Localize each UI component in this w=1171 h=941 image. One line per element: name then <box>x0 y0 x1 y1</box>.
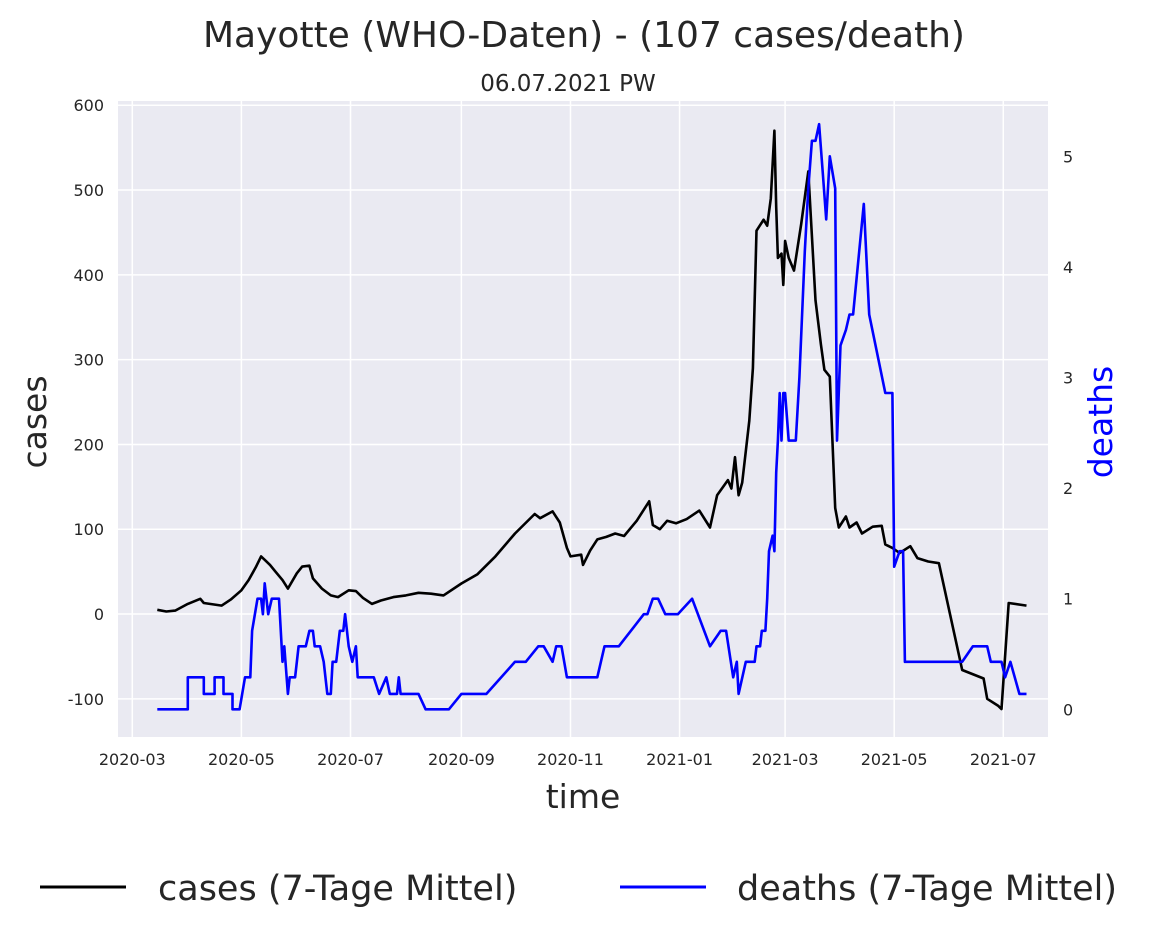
legend-label-cases: cases (7-Tage Mittel) <box>158 869 517 909</box>
right-y-axis-label: deaths <box>1081 366 1120 479</box>
left-y-tick-label: 0 <box>94 605 104 624</box>
x-tick-label: 2021-05 <box>861 750 928 769</box>
left-y-tick-label: 100 <box>73 520 104 539</box>
legend-label-deaths: deaths (7-Tage Mittel) <box>737 869 1117 909</box>
plot-area <box>118 101 1048 737</box>
right-y-tick-labels: 0 1 2 3 4 5 <box>1063 147 1073 719</box>
left-y-tick-labels: -100 0 100 200 300 400 500 600 <box>68 96 104 709</box>
deaths-line <box>157 122 1027 711</box>
left-y-tick-label: 300 <box>73 351 104 370</box>
x-tick-label: 2020-03 <box>99 750 166 769</box>
x-tick-label: 2020-11 <box>537 750 604 769</box>
chart-title: Mayotte (WHO-Daten) - (107 cases/death) <box>203 15 965 56</box>
cases-line <box>157 129 1027 711</box>
x-tick-label: 2021-03 <box>752 750 819 769</box>
right-y-tick-label: 5 <box>1063 147 1073 166</box>
legend: cases (7-Tage Mittel) deaths (7-Tage Mit… <box>40 869 1117 909</box>
x-tick-label: 2020-09 <box>428 750 495 769</box>
chart-subtitle: 06.07.2021 PW <box>480 71 656 97</box>
x-axis-label: time <box>546 777 621 816</box>
left-y-tick-label: 500 <box>73 181 104 200</box>
series-lines <box>157 122 1027 711</box>
right-y-tick-label: 3 <box>1063 369 1073 388</box>
left-y-tick-label: 600 <box>73 96 104 115</box>
x-tick-label: 2021-07 <box>970 750 1037 769</box>
left-y-tick-label: 400 <box>73 266 104 285</box>
left-y-tick-label: 200 <box>73 435 104 454</box>
x-tick-labels: 2020-03 2020-05 2020-07 2020-09 2020-11 2021-… <box>99 750 1037 769</box>
x-tick-label: 2020-07 <box>317 750 384 769</box>
right-y-tick-label: 2 <box>1063 479 1073 498</box>
right-y-tick-label: 0 <box>1063 700 1073 719</box>
left-y-tick-label: -100 <box>68 690 104 709</box>
right-y-tick-label: 1 <box>1063 590 1073 609</box>
x-tick-label: 2021-01 <box>646 750 713 769</box>
x-tick-label: 2020-05 <box>208 750 275 769</box>
right-y-tick-label: 4 <box>1063 258 1073 277</box>
left-y-axis-label: cases <box>15 375 54 468</box>
